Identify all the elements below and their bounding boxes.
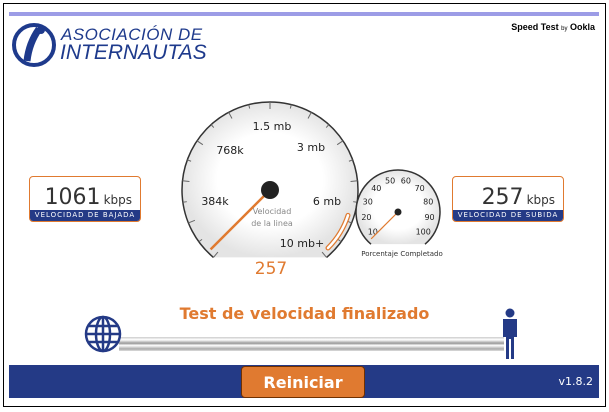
speed-gauge: 384k 768k 1.5 mb 3 mb 6 mb 10 mb+ Velocidad de … (181, 101, 359, 279)
gauge-tick (182, 201, 187, 203)
gauge-tick (337, 238, 342, 243)
speed-reading: 257 (255, 259, 287, 279)
gauge-label: 40 (371, 184, 381, 193)
gauge-tick (321, 251, 327, 258)
speed-label: 6 mb (313, 195, 341, 208)
gauges: 384k 768k 1.5 mb 3 mb 6 mb 10 mb+ Velocidad de … (181, 101, 443, 279)
gauge-tick (198, 238, 203, 243)
gauge-tick (325, 124, 330, 128)
connection-pipe (119, 337, 504, 351)
person-icon (503, 308, 517, 359)
progress-gauge: 10 20 30 40 50 60 70 80 90 100 Porcentaje Completa… (355, 169, 443, 258)
gauge-label: 70 (415, 184, 425, 193)
logo: ASOCIACIÓN DE INTERNAUTAS (11, 21, 211, 69)
gauge-tick (228, 112, 233, 119)
gauge-tick (182, 180, 190, 183)
gauge-tick (196, 140, 204, 146)
gauge-tick (350, 180, 358, 183)
gauge-tick (213, 251, 219, 258)
gauge-label: 90 (424, 213, 434, 222)
download-label: VELOCIDAD DE BAJADA (30, 210, 140, 221)
top-bar (9, 12, 599, 16)
gauge-tick (187, 159, 192, 162)
gauge-needle (209, 189, 271, 251)
upload-value: 257 (481, 185, 524, 210)
speed-label: 3 mb (297, 141, 325, 154)
gauge-tick (289, 104, 292, 109)
brand-label: Speed Test by Ookla (511, 22, 595, 32)
gauge-dial (355, 169, 441, 245)
gauge-tick (210, 124, 215, 128)
progress-caption: Porcentaje Completado (361, 250, 443, 258)
speed-label: 384k (201, 195, 229, 208)
gauge-label: 50 (385, 177, 395, 186)
status-text: Test de velocidad finalizado (179, 304, 430, 323)
gauge-tick (248, 104, 251, 109)
gauge-label: 30 (363, 197, 373, 206)
brand-by: by (561, 26, 568, 32)
gauge-label: 10 (368, 227, 378, 236)
speed-caption-2: de la linea (251, 219, 293, 228)
download-unit: kbps (103, 193, 132, 207)
speed-label: 768k (216, 144, 244, 157)
download-box: 1061 kbps VELOCIDAD DE BAJADA (29, 176, 141, 222)
gauge-label: 80 (423, 197, 433, 206)
globe-icon (84, 315, 122, 353)
logo-line2: INTERNAUTAS (60, 41, 207, 64)
brand-company: Ookla (569, 22, 595, 32)
gauge-needle (370, 211, 399, 240)
gauge-label: 60 (401, 177, 411, 186)
upload-box: 257 kbps VELOCIDAD DE SUBIDA (452, 176, 564, 222)
speedtest-app: ASOCIACIÓN DE INTERNAUTAS Speed Test by … (3, 3, 606, 407)
speed-label: 10 mb+ (280, 237, 324, 250)
restart-button[interactable]: Reiniciar (241, 366, 365, 398)
gauge-hub (394, 208, 402, 216)
upload-label: VELOCIDAD DE SUBIDA (453, 210, 563, 221)
brand-main: Speed Test (511, 22, 559, 32)
gauge-tick (188, 219, 196, 224)
logo-line1: ASOCIACIÓN DE (61, 25, 203, 44)
gauge-hub (261, 181, 279, 199)
speed-caption-1: Velocidad (253, 207, 292, 216)
gauge-tick (348, 159, 353, 162)
speed-label: 1.5 mb (253, 120, 292, 133)
gauge-label: 20 (361, 213, 371, 222)
internautas-logo-icon (12, 23, 56, 67)
upload-unit: kbps (526, 193, 555, 207)
gauge-label: 100 (416, 227, 431, 236)
download-value: 1061 (44, 185, 101, 210)
gauge-tick (336, 140, 344, 146)
version-label: v1.8.2 (558, 375, 594, 388)
gauge-tick (307, 112, 312, 119)
